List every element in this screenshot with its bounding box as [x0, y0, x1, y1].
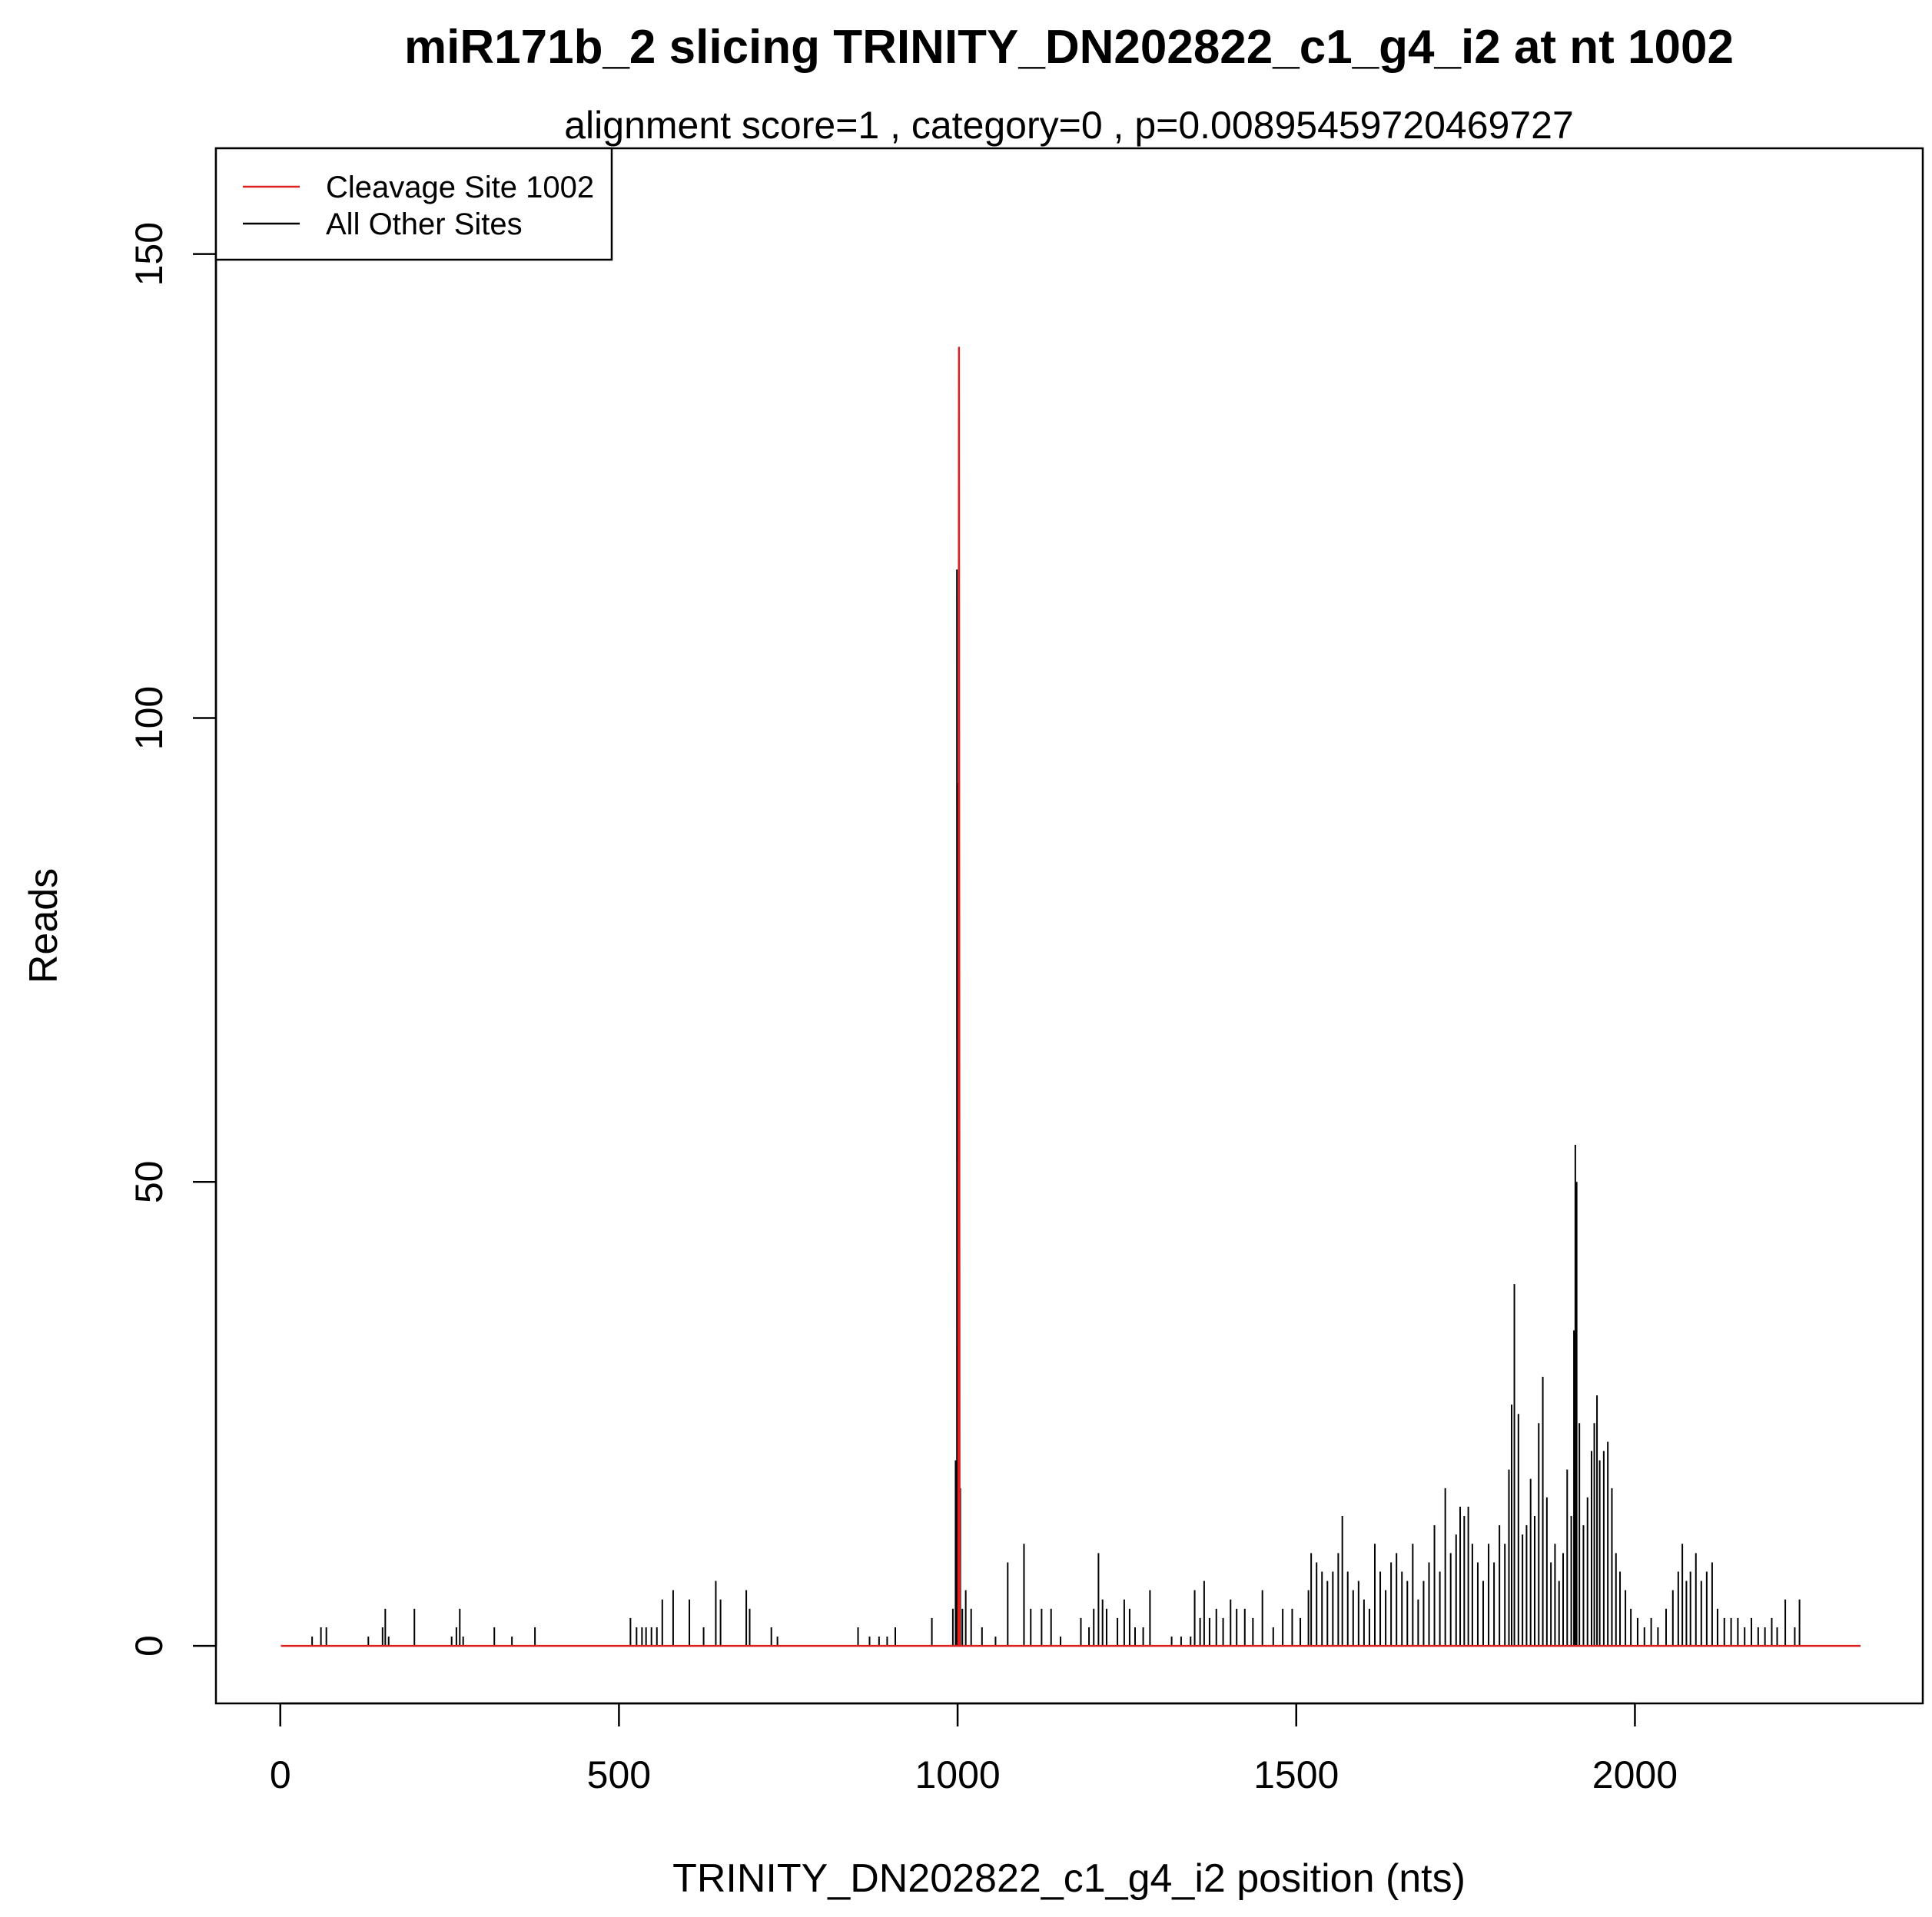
- legend: Cleavage Site 1002 All Other Sites: [214, 147, 613, 261]
- plot-area-border: [214, 147, 1924, 1705]
- x-tick-label: 500: [587, 1753, 651, 1796]
- x-tick-label: 1000: [915, 1753, 1000, 1796]
- legend-label-cleavage-site: Cleavage Site 1002: [326, 171, 594, 204]
- chart-subtitle: alignment score=1 , category=0 , p=0.008…: [564, 104, 1574, 147]
- legend-label-all-other-sites: All Other Sites: [326, 207, 523, 241]
- legend-box: [214, 147, 613, 261]
- y-axis: 0 50 100 150: [128, 222, 217, 1657]
- chart-title: miR171b_2 slicing TRINITY_DN202822_c1_g4…: [404, 21, 1734, 74]
- y-tick-label: 50: [128, 1160, 171, 1203]
- y-tick-label: 100: [128, 686, 171, 750]
- series-all-other-sites: [281, 569, 1861, 1647]
- x-tick-label: 0: [270, 1753, 291, 1796]
- x-tick-label: 1500: [1253, 1753, 1339, 1796]
- y-tick-label: 0: [128, 1635, 171, 1657]
- y-axis-label: Reads: [22, 868, 66, 983]
- x-axis: 0 500 1000 1500 2000: [270, 1702, 1678, 1796]
- x-tick-label: 2000: [1592, 1753, 1678, 1796]
- x-axis-label: TRINITY_DN202822_c1_g4_i2 position (nts): [672, 1856, 1466, 1901]
- y-tick-label: 150: [128, 222, 171, 286]
- series-cleavage-site: [281, 347, 1861, 1647]
- cleavage-site-line: [281, 347, 1861, 1647]
